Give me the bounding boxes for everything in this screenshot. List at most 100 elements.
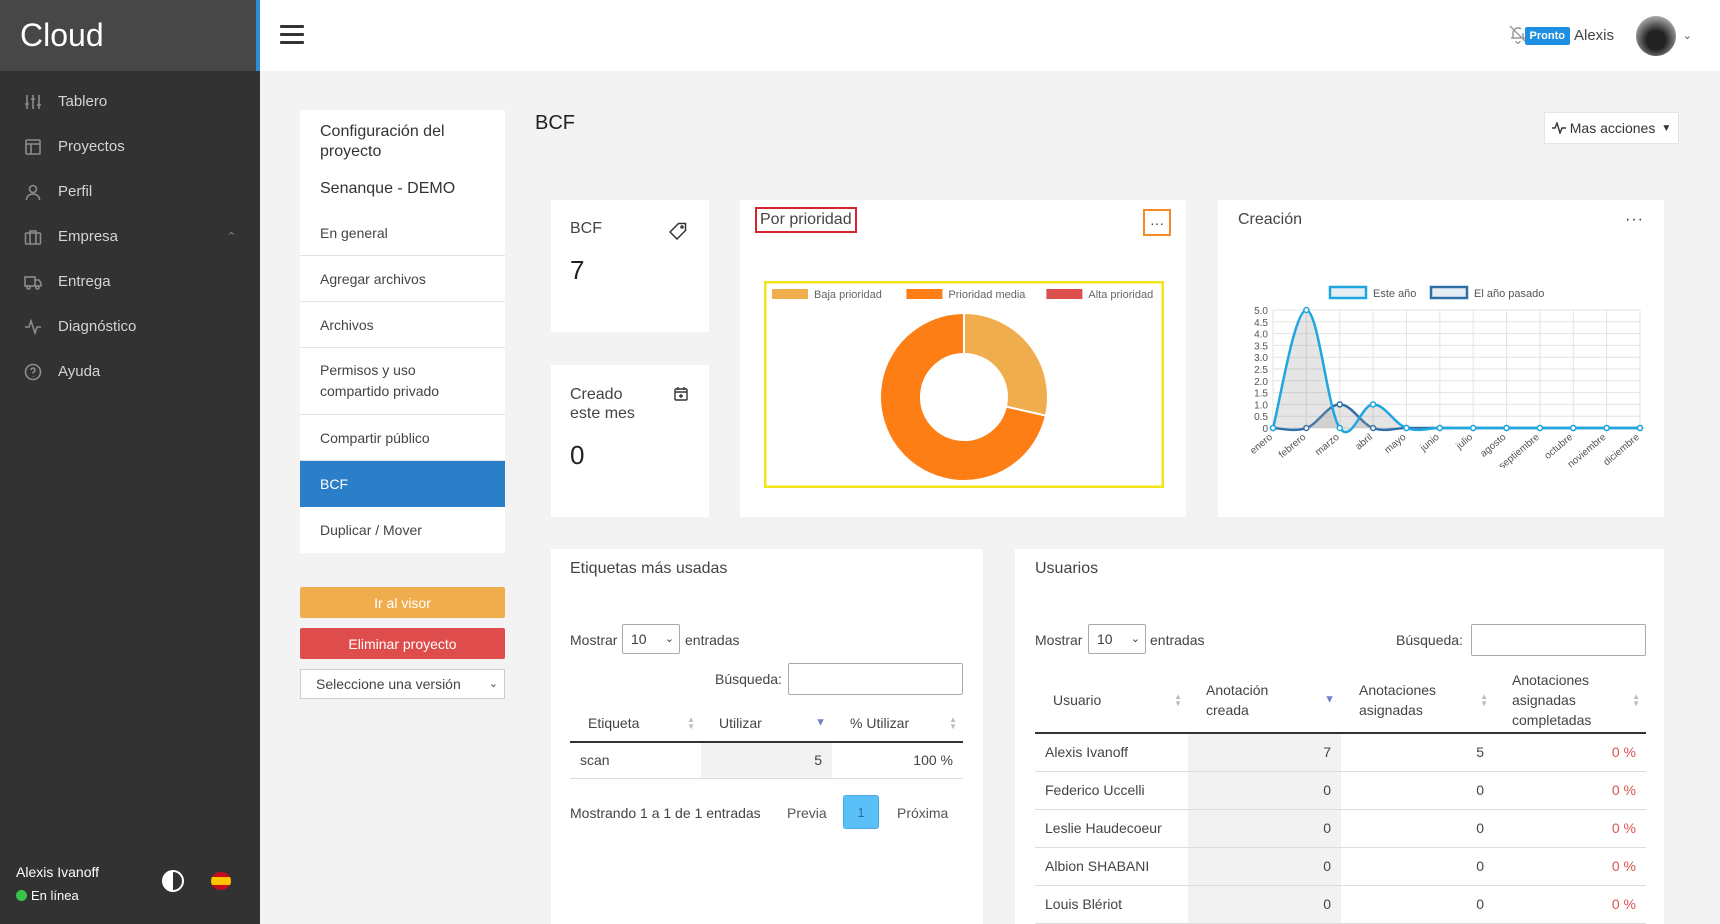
cell-assigned: 5 bbox=[1341, 733, 1494, 772]
legend-label: El año pasado bbox=[1474, 288, 1544, 300]
cell-created: 0 bbox=[1188, 809, 1341, 848]
sidebar-item-proyectos[interactable]: Proyectos bbox=[0, 124, 260, 169]
more-actions-label: Mas acciones bbox=[1569, 120, 1656, 136]
bell-off-icon[interactable] bbox=[1508, 24, 1528, 44]
table-row[interactable]: Albion SHABANI 0 0 0 % bbox=[1035, 847, 1646, 886]
user-icon bbox=[25, 184, 41, 200]
project-menu-item-duplicate[interactable]: Duplicar / Mover bbox=[320, 522, 422, 538]
table-row[interactable]: Leslie Haudecoeur 0 0 0 % bbox=[1035, 809, 1646, 848]
pagination-page-1[interactable]: 1 bbox=[843, 795, 879, 829]
project-settings-panel: Configuración del proyecto Senanque - DE… bbox=[300, 110, 505, 553]
users-search-input[interactable] bbox=[1471, 624, 1646, 656]
column-header-completed[interactable]: Anotaciones asignadas completadas ▲ ▼ bbox=[1494, 667, 1646, 734]
avatar[interactable] bbox=[1636, 16, 1676, 56]
y-tick-label: 5.0 bbox=[1254, 306, 1268, 317]
sidebar-item-label: Diagnóstico bbox=[58, 318, 137, 335]
series-point-0 bbox=[1269, 424, 1277, 432]
tags-table-info: Mostrando 1 a 1 de 1 entradas bbox=[570, 805, 761, 821]
x-tick-label: junio bbox=[1418, 432, 1442, 455]
briefcase-icon bbox=[24, 229, 42, 245]
series-point-0 bbox=[1369, 401, 1377, 408]
project-name: Senanque - DEMO bbox=[320, 180, 456, 197]
tags-show-label: Mostrar bbox=[570, 632, 618, 648]
series-point-0 bbox=[1436, 424, 1444, 432]
cell-use: 5 bbox=[701, 742, 832, 779]
sidebar-item-entrega[interactable]: Entrega bbox=[0, 259, 260, 304]
legend-label: Este año bbox=[1373, 288, 1416, 300]
project-menu-item-permissions[interactable]: Permisos y uso compartido privado bbox=[300, 348, 505, 415]
contrast-toggle-icon[interactable] bbox=[162, 870, 184, 892]
sidebar-item-ayuda[interactable]: Ayuda bbox=[0, 349, 260, 394]
pagination-prev[interactable]: Previa bbox=[787, 805, 827, 821]
x-tick-label: julio bbox=[1454, 432, 1476, 453]
donut-slice-1 bbox=[879, 311, 1048, 482]
sidebar-user-name: Alexis Ivanoff bbox=[16, 864, 100, 880]
project-menu-item-files[interactable]: Archivos bbox=[300, 302, 505, 348]
x-tick-label: marzo bbox=[1313, 432, 1342, 459]
project-menu-item-add-files[interactable]: Agregar archivos bbox=[300, 256, 505, 302]
cell-assigned: 0 bbox=[1341, 847, 1494, 886]
sidebar-item-perfil[interactable]: Perfil bbox=[0, 169, 260, 214]
chevron-down-icon[interactable]: ⌄ bbox=[1682, 30, 1692, 42]
brand-logo[interactable]: Cloud bbox=[0, 0, 260, 71]
table-row[interactable]: Alexis Ivanoff 7 5 0 % bbox=[1035, 733, 1646, 772]
y-tick-label: 0 bbox=[1262, 424, 1268, 435]
column-header-use[interactable]: Utilizar ▼ bbox=[701, 704, 832, 743]
version-select-label: Seleccione una versión bbox=[316, 676, 461, 692]
project-menu-item-general[interactable]: En general bbox=[300, 210, 505, 256]
column-header-label: Etiqueta bbox=[588, 714, 640, 731]
pagination-next[interactable]: Próxima bbox=[897, 805, 949, 821]
table-row[interactable]: Federico Uccelli 0 0 0 % bbox=[1035, 771, 1646, 810]
created-this-month-value: 0 bbox=[570, 440, 585, 470]
y-tick-label: 1.5 bbox=[1254, 389, 1268, 400]
series-point-1 bbox=[1336, 401, 1343, 408]
series-point-0 bbox=[1303, 306, 1310, 314]
users-entries-select[interactable]: 10 ⌄ bbox=[1088, 624, 1146, 654]
project-menu-item-public-share[interactable]: Compartir público bbox=[300, 415, 505, 461]
layout-icon bbox=[25, 138, 41, 155]
spain-flag-icon[interactable] bbox=[211, 872, 231, 890]
cell-completed: 0 % bbox=[1494, 885, 1646, 924]
column-header-label: Anotaciones asignadas bbox=[1359, 681, 1437, 718]
delete-project-button[interactable]: Eliminar proyecto bbox=[300, 628, 505, 659]
column-header-assigned[interactable]: Anotaciones asignadas ▲ ▼ bbox=[1341, 667, 1494, 734]
users-show-label: Mostrar bbox=[1035, 632, 1083, 648]
series-point-0 bbox=[1636, 424, 1644, 432]
version-select[interactable]: Seleccione una versión ⌄ bbox=[300, 669, 505, 699]
bcf-count-value: 7 bbox=[570, 255, 585, 285]
tags-entries-select[interactable]: 10 ⌄ bbox=[622, 624, 680, 654]
top-user-name[interactable]: Alexis bbox=[1573, 27, 1614, 44]
hamburger-menu-icon[interactable] bbox=[280, 25, 304, 45]
cell-created: 7 bbox=[1188, 733, 1341, 772]
column-header-use-percent[interactable]: % Utilizar ▲ ▼ bbox=[832, 704, 963, 743]
bcf-count-label: BCF bbox=[570, 220, 602, 237]
sidebar-item-diagnostico[interactable]: Diagnóstico bbox=[0, 304, 260, 349]
sidebar-item-empresa[interactable]: Empresa ⌃ bbox=[0, 214, 260, 259]
x-tick-label: enero bbox=[1248, 432, 1275, 457]
tags-search-input[interactable] bbox=[788, 663, 963, 695]
chart-highlight-frame bbox=[764, 281, 1164, 488]
priority-chart-menu-icon[interactable]: ··· bbox=[1143, 209, 1171, 236]
go-to-viewer-button[interactable]: Ir al visor bbox=[300, 587, 505, 618]
series-point-1 bbox=[1303, 424, 1310, 432]
cell-completed: 0 % bbox=[1494, 809, 1646, 848]
tags-table: Etiqueta ▲ ▼ Utilizar ▼ % Utilizar ▲ ▼ scan 5… bbox=[570, 704, 963, 779]
column-header-created[interactable]: Anotación creada ▼ bbox=[1188, 667, 1341, 734]
creation-chart-menu-icon[interactable]: ··· bbox=[1625, 211, 1644, 228]
column-header-user[interactable]: Usuario ▲ ▼ bbox=[1035, 667, 1188, 734]
tags-entries-value: 10 bbox=[631, 631, 647, 647]
sidebar-item-label: Proyectos bbox=[58, 138, 125, 155]
help-circle-icon bbox=[24, 363, 42, 380]
priority-chart-title: Por prioridad bbox=[760, 211, 852, 228]
project-settings-title: Configuración del proyecto bbox=[320, 123, 445, 160]
column-header-tag[interactable]: Etiqueta ▲ ▼ bbox=[570, 704, 701, 743]
chevron-down-icon: ⌄ bbox=[488, 678, 498, 690]
sidebar-item-tablero[interactable]: Tablero bbox=[0, 79, 260, 124]
more-actions-button[interactable]: Mas acciones ▼ bbox=[1544, 112, 1679, 144]
table-row[interactable]: scan 5 100 % bbox=[570, 742, 963, 779]
table-row[interactable]: Louis Blériot 0 0 0 % bbox=[1035, 885, 1646, 924]
project-menu-item-bcf[interactable]: BCF bbox=[300, 461, 505, 507]
cell-user: Albion SHABANI bbox=[1035, 847, 1188, 886]
created-this-month-label: Creado este mes bbox=[570, 386, 635, 422]
chevron-up-icon[interactable]: ⌃ bbox=[226, 231, 236, 243]
